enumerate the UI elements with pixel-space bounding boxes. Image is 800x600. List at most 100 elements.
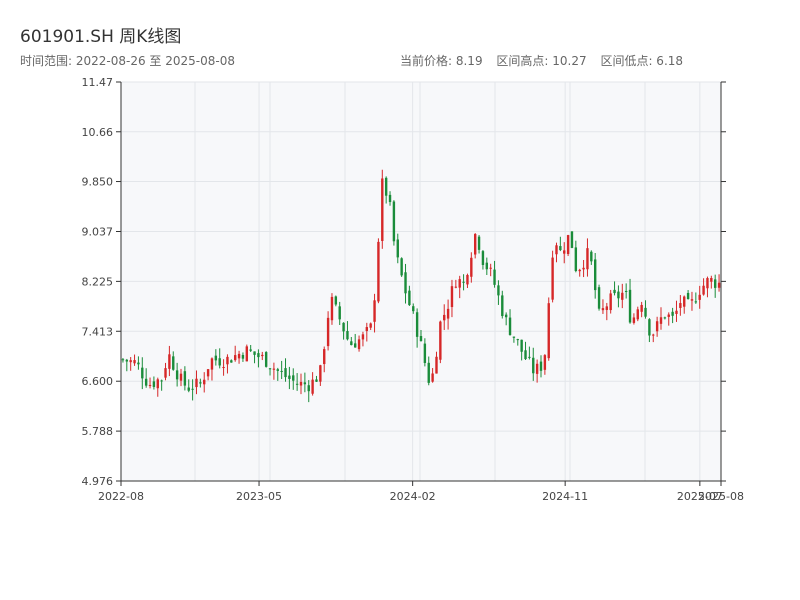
- candle-body: [203, 379, 206, 385]
- range-low-text: 区间低点: 6.18: [600, 54, 684, 68]
- candle-body: [458, 279, 461, 288]
- candle-body: [195, 378, 198, 388]
- candle-body: [539, 361, 543, 371]
- candle-body: [400, 258, 403, 276]
- candle-body: [501, 295, 504, 317]
- candle-body: [520, 339, 523, 352]
- candle-body: [446, 308, 450, 319]
- candle-body: [199, 382, 202, 384]
- date-range-text: 时间范围: 2022-08-26 至 2025-08-08: [20, 54, 235, 68]
- candle-body: [129, 360, 132, 363]
- candle-body: [617, 291, 620, 299]
- candle-body: [299, 381, 303, 386]
- candle-body: [462, 281, 465, 283]
- x-tick-label: 2025-07: [677, 490, 723, 503]
- candle-body: [504, 314, 508, 318]
- candle-body: [381, 178, 384, 242]
- candle-body: [268, 368, 272, 370]
- candle-body: [694, 301, 698, 303]
- candle-body: [187, 387, 190, 391]
- candle-body: [218, 358, 221, 366]
- candle-body: [648, 319, 651, 336]
- candle-body: [144, 378, 148, 386]
- candle-body: [377, 241, 380, 302]
- candle-body: [141, 367, 144, 379]
- candle-body: [330, 296, 334, 321]
- candle-body: [137, 362, 140, 365]
- candle-body: [605, 306, 609, 310]
- candle-body: [713, 279, 717, 288]
- candle-body: [121, 359, 125, 361]
- candle-body: [295, 383, 299, 385]
- x-tick-label: 2024-02: [390, 490, 436, 503]
- candle-body: [706, 278, 709, 289]
- candle-body: [524, 350, 527, 360]
- candle-body: [388, 194, 392, 203]
- candle-body: [222, 367, 225, 369]
- candle-body: [450, 286, 454, 308]
- candle-body: [148, 384, 152, 386]
- candle-body: [671, 311, 674, 316]
- candle-body: [369, 323, 372, 328]
- candle-body: [152, 381, 156, 387]
- candle-body: [249, 349, 252, 351]
- candle-body: [257, 353, 260, 358]
- candle-body: [535, 363, 539, 374]
- candle-body: [245, 346, 249, 362]
- candle-body: [431, 373, 434, 382]
- candle-body: [640, 304, 643, 312]
- candle-body: [508, 317, 512, 335]
- candle-body: [423, 343, 427, 363]
- candle-body: [396, 239, 399, 258]
- candle-body: [512, 336, 516, 338]
- candle-body: [338, 306, 341, 320]
- candle-body: [597, 287, 601, 309]
- y-tick-label: 7.413: [82, 325, 114, 338]
- candle-body: [563, 250, 566, 254]
- y-tick-label: 6.600: [82, 375, 114, 388]
- candle-body: [667, 314, 670, 317]
- candle-body: [477, 236, 481, 250]
- candle-body: [543, 355, 547, 370]
- x-tick-label: 2024-11: [542, 490, 588, 503]
- candle-body: [427, 362, 430, 383]
- x-tick-label: 2023-05: [236, 490, 282, 503]
- candle-body: [559, 246, 562, 251]
- candle-body: [590, 251, 593, 262]
- candle-body: [303, 382, 307, 385]
- x-tick-label: 2022-08: [98, 490, 144, 503]
- candle-body: [206, 369, 210, 377]
- candle-body: [334, 296, 338, 305]
- candle-body: [191, 388, 194, 390]
- chart-title: 601901.SH 周K线图: [20, 27, 182, 47]
- y-tick-label: 9.037: [82, 225, 114, 238]
- candle-body: [493, 269, 496, 285]
- candle-body: [532, 357, 535, 374]
- candle-body: [276, 369, 279, 371]
- candle-body: [655, 321, 659, 332]
- candle-body: [280, 370, 283, 372]
- y-tick-label: 11.47: [82, 76, 114, 89]
- candle-body: [230, 360, 233, 363]
- candle-body: [663, 317, 667, 319]
- candle-body: [601, 308, 605, 311]
- candle-body: [307, 385, 310, 392]
- candle-body: [555, 245, 558, 255]
- range-high-text: 区间高点: 10.27: [496, 54, 587, 68]
- candle-body: [292, 375, 295, 381]
- candle-body: [326, 317, 330, 347]
- candle-body: [408, 290, 411, 306]
- candle-body: [133, 360, 136, 364]
- candle-body: [481, 251, 485, 266]
- candle-body: [609, 293, 612, 311]
- candle-body: [315, 379, 318, 382]
- candle-body: [628, 289, 632, 323]
- candle-body: [179, 373, 183, 381]
- y-tick-label: 9.850: [82, 176, 114, 189]
- candle-body: [233, 355, 237, 361]
- candle-body: [237, 353, 241, 359]
- candle-body: [365, 327, 369, 332]
- candle-body: [690, 299, 694, 301]
- candle-body: [419, 336, 423, 342]
